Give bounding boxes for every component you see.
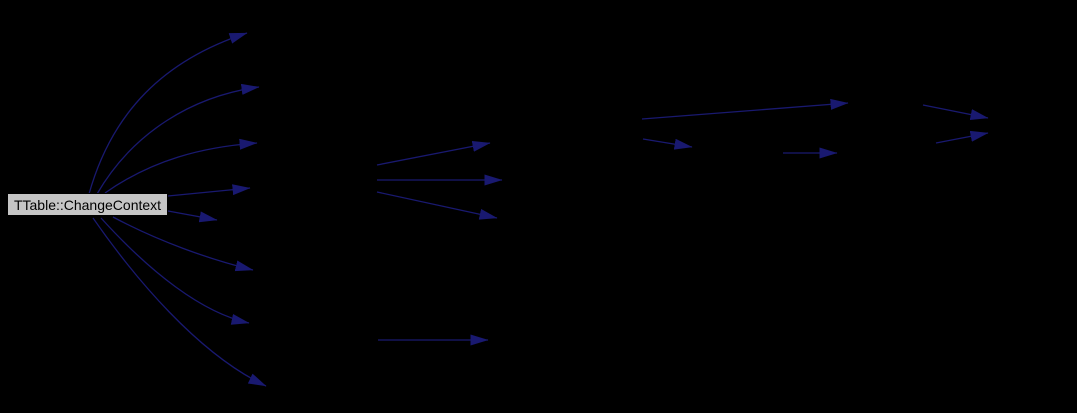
edge [112,216,254,272]
edge [167,184,251,197]
edge [642,138,693,150]
edge [96,83,260,195]
edge [641,98,849,120]
edge [92,217,267,387]
edge [376,140,491,166]
edge [376,191,498,220]
edge [88,32,248,195]
edge [104,138,258,194]
edge [100,217,250,325]
edge [922,104,989,120]
node-label: TTable::ChangeContext [13,196,162,213]
edge [935,130,989,144]
edge-group [88,32,989,387]
edge [167,210,218,223]
node-ttable-changecontext[interactable]: TTable::ChangeContext [7,193,168,216]
